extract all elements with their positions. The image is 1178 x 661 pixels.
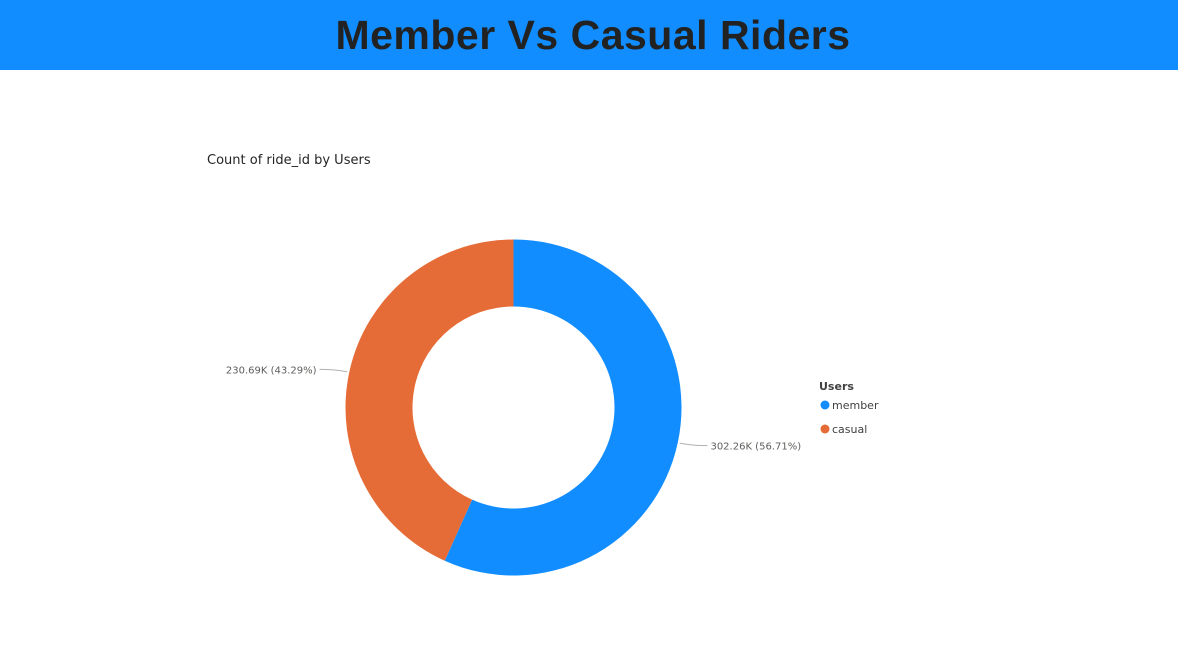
donut-slice-member[interactable] <box>444 239 682 576</box>
donut-data-labels: 302.26K (56.71%) 230.69K (43.29%) <box>226 365 801 452</box>
chart-title: Count of ride_id by Users <box>207 153 371 168</box>
legend-items[interactable]: member casual <box>820 399 879 436</box>
legend-label-casual[interactable]: casual <box>832 423 867 436</box>
leader-line-casual <box>319 368 348 373</box>
donut-slices <box>345 239 682 576</box>
data-label-member: 302.26K (56.71%) <box>710 442 801 453</box>
page-title: Member Vs Casual Riders <box>335 11 851 58</box>
legend-label-member[interactable]: member <box>832 399 879 412</box>
legend-title: Users <box>819 380 854 393</box>
donut-slice-casual[interactable] <box>345 239 514 561</box>
legend-marker-member[interactable] <box>820 400 830 410</box>
header-banner: Member Vs Casual Riders <box>0 0 1178 70</box>
legend-marker-casual[interactable] <box>820 424 830 434</box>
data-label-casual: 230.69K (43.29%) <box>226 365 317 376</box>
leader-line-member <box>679 442 708 447</box>
legend[interactable]: Users member casual <box>819 380 879 436</box>
